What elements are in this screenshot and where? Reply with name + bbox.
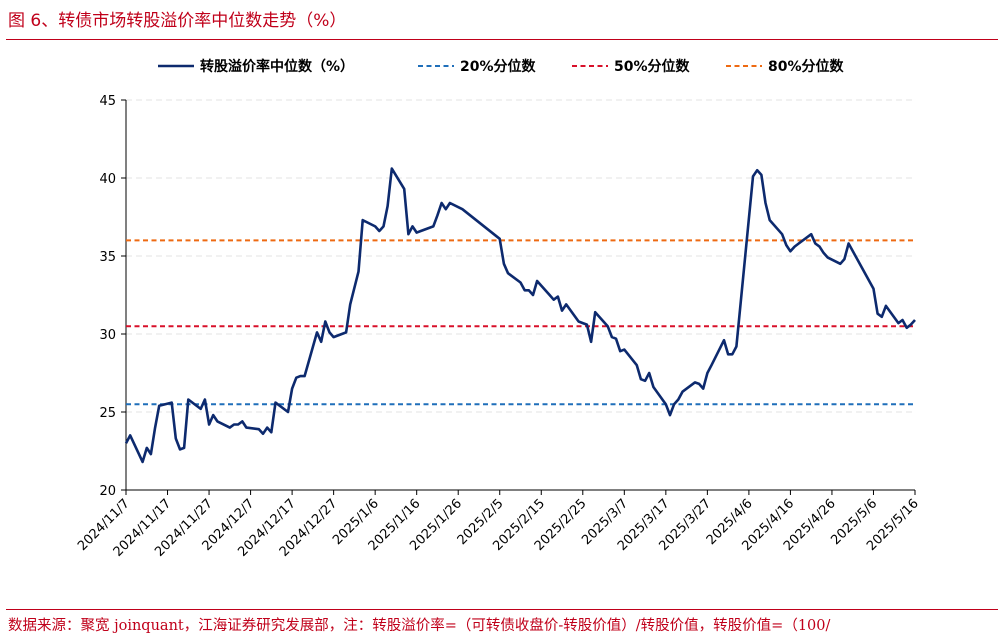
legend-item: 80%分位数	[726, 58, 845, 75]
gridlines	[126, 99, 915, 413]
y-tick-label: 30	[99, 328, 116, 343]
legend-label: 80%分位数	[768, 58, 845, 75]
y-tick-label: 35	[99, 250, 116, 265]
legend-item: 转股溢价率中位数（%）	[158, 58, 354, 75]
y-tick-label: 40	[99, 172, 116, 187]
axes: 2025303540452024/11/72024/11/172024/11/2…	[75, 94, 922, 560]
legend-label: 转股溢价率中位数（%）	[200, 58, 354, 75]
legend-label: 50%分位数	[614, 58, 691, 75]
legend-item: 50%分位数	[572, 58, 691, 75]
legend-item: 20%分位数	[418, 58, 537, 75]
legend: 转股溢价率中位数（%） 20%分位数 50%分位数 80%分位数	[158, 58, 845, 75]
reference-lines	[126, 239, 915, 406]
y-tick-label: 25	[99, 406, 116, 421]
footer-divider	[6, 609, 998, 610]
legend-label: 20%分位数	[460, 58, 537, 75]
premium-median-line	[124, 167, 916, 464]
series-lines	[124, 167, 916, 464]
title-divider	[6, 39, 998, 40]
line-chart: 2025303540452024/11/72024/11/172024/11/2…	[75, 58, 922, 560]
source-note: 数据来源：聚宽 joinquant，江海证券研究发展部，注：转股溢价率=（可转债…	[8, 618, 831, 634]
figure-title: 图 6、转债市场转股溢价率中位数走势（%）	[8, 11, 347, 31]
y-tick-label: 45	[99, 94, 116, 109]
y-tick-label: 20	[99, 484, 116, 499]
